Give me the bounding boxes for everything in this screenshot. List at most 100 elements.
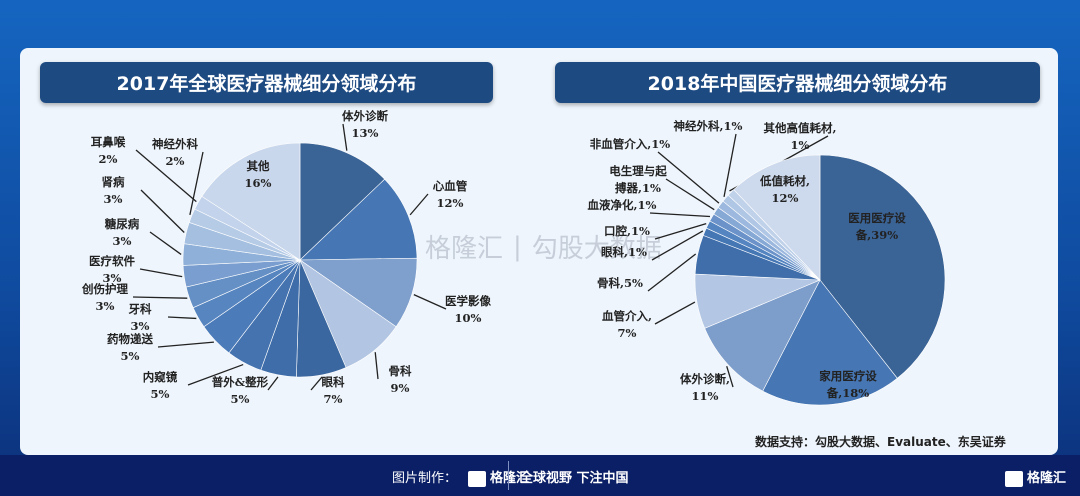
slice-label: 备,18% [826,386,870,400]
slice-label: 13% [352,126,379,140]
slice-label: 神经外科,1% [674,119,743,133]
footer-bar: 图片制作： 格隆汇 全球视野 下注中国 格隆汇 [0,455,1080,496]
slice-label: 眼科 [322,375,345,389]
footer-made-by: 图片制作： [392,471,458,486]
slice-label: 心血管 [433,179,468,193]
leader-line [267,376,279,391]
leader-line [135,149,197,203]
slice-label: 医学影像 [445,294,491,308]
footer-brand-right: 格隆汇 [1005,467,1066,487]
pie-slice [201,142,301,261]
leader-line [665,178,715,211]
watermark-divider: | [513,231,522,262]
footer-brand-text: 格隆汇 [490,471,530,486]
leader-line [654,301,696,325]
slice-label: 骨科,5% [597,276,643,290]
slice-label: 12% [772,191,799,205]
slice-label: 3% [131,319,150,333]
footer-brand: 格隆汇 [468,467,529,487]
chart-title-2018: 2018年中国医疗器械细分领域分布 [555,62,1040,103]
slice-label: 7% [324,392,343,406]
slice-label: 医用医疗设 [848,211,906,225]
watermark-brand: 格隆汇 [425,234,504,264]
leader-line [726,365,734,388]
slice-label: 16% [245,176,272,190]
leader-line [342,123,348,151]
slice-label: 3% [104,192,123,206]
leader-line [654,222,707,240]
slice-label: 3% [103,271,122,285]
brand-logo-icon [468,470,486,487]
slice-label: 7% [618,326,637,340]
leader-line [140,189,185,233]
brand-logo-icon [1005,470,1023,487]
slice-label: 神经外科 [152,137,198,151]
leader-line [651,230,704,261]
slice-label: 3% [96,299,115,313]
slice-label: 肾病 [102,175,125,189]
slice-label: 普外&整形 [212,375,269,389]
slice-label: 5% [151,387,170,401]
leader-line [187,363,244,386]
leader-line [149,231,182,255]
pie-slice [299,178,418,261]
slice-label: 非血管介入,1% [590,137,671,151]
leader-line [723,133,737,197]
slice-label: 2% [99,152,118,166]
leader-line [310,376,323,391]
slice-label: 备,39% [855,228,899,242]
slice-label: 耳鼻喉 [91,135,126,149]
slice-label: 1% [791,138,810,152]
slice-label: 牙科 [129,302,152,316]
slice-label: 其他 [247,159,270,173]
slice-label: 搏器,1% [615,181,661,195]
leader-line [409,193,429,216]
slice-label: 医疗软件 [89,254,135,268]
pie-slice [819,154,946,379]
slice-label: 体外诊断, [680,372,730,386]
slice-label: 电生理与起 [609,164,667,178]
leader-line [374,352,379,380]
slice-label: 11% [692,389,719,403]
slice-label: 糖尿病 [105,217,140,231]
slice-label: 低值耗材, [759,174,810,188]
slice-label: 10% [455,311,482,325]
leader-line [649,212,711,218]
leader-line [189,151,204,216]
slice-label: 内窥镜 [143,370,178,384]
slice-label: 血管介入, [602,309,652,323]
slice-label: 12% [437,196,464,210]
leader-line [167,316,197,320]
slice-label: 药物递送 [107,332,153,346]
slice-label: 其他高值耗材, [763,121,836,135]
slice-label: 2% [166,154,185,168]
footer-divider [508,461,509,490]
slice-label: 9% [391,381,410,395]
leader-line [132,296,188,299]
pie-slice [733,154,821,281]
watermark-text: 勾股大数据 [531,234,662,264]
slice-label: 5% [231,392,250,406]
footer-brand-right-text: 格隆汇 [1027,471,1067,486]
leader-line [413,294,447,310]
data-source: 数据支持：勾股大数据、Evaluate、东吴证券 [755,435,1006,449]
slice-label: 家用医疗设 [819,369,877,383]
leader-line [647,253,697,292]
pie-slice [704,279,821,392]
chart-title-2017: 2017年全球医疗器械细分领域分布 [40,62,493,103]
pie-slice [762,279,898,406]
pie-slice [299,257,418,328]
slice-label: 3% [113,234,132,248]
slice-label: 5% [121,349,140,363]
leader-line [657,151,720,204]
leader-line [157,341,214,348]
pie-slice [299,142,386,261]
slice-label: 骨科 [389,364,412,378]
slice-label: 眼科,1% [601,245,647,259]
leader-line [139,268,183,278]
slice-label: 血液净化,1% [588,198,657,212]
slice-label: 创伤护理 [81,282,128,296]
slice-label: 口腔,1% [604,224,650,238]
slice-label: 体外诊断 [342,109,388,123]
